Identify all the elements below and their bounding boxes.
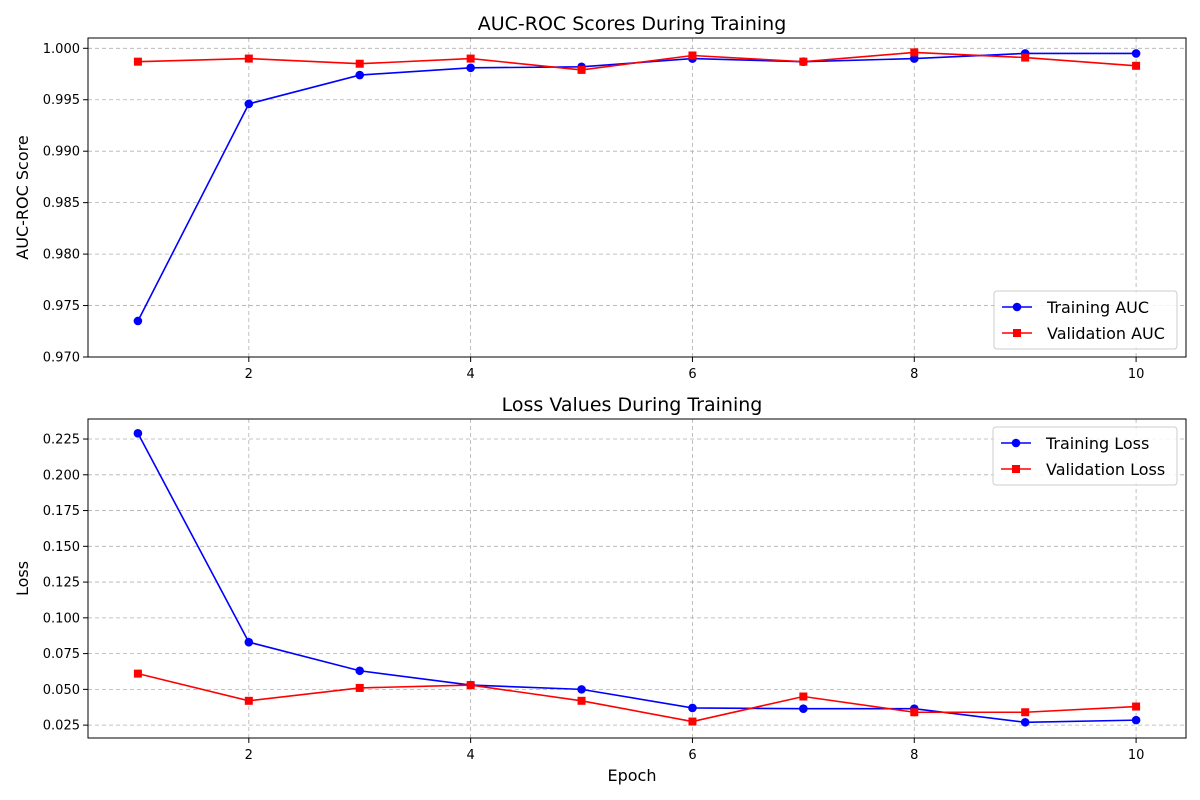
training-auc-legend-label: Training AUC [1046, 298, 1149, 317]
chart-0-ytick-label: 0.980 [43, 248, 80, 263]
chart-0-ytick-label: 0.990 [43, 145, 80, 160]
training-loss-point [799, 704, 808, 713]
validation-auc-point [1132, 61, 1141, 70]
chart-1-xtick-label: 6 [688, 748, 696, 763]
validation-loss-legend-label: Validation Loss [1046, 460, 1165, 479]
training-auc-point [1131, 49, 1141, 58]
validation-auc-line [137, 51, 1137, 71]
validation-auc-point [355, 59, 364, 68]
chart-0-xtick-label: 4 [466, 367, 474, 382]
training-auc-point [909, 54, 919, 63]
validation-loss-point [133, 669, 142, 678]
chart-1-title: Loss Values During Training [502, 394, 763, 416]
validation-loss-point [466, 681, 475, 690]
chart-1-ytick-label: 0.100 [43, 611, 80, 626]
chart-1-xtick-label: 4 [466, 748, 474, 763]
validation-loss-line [137, 672, 1137, 723]
chart-0-xtick-label: 8 [910, 367, 918, 382]
validation-auc-point [244, 54, 253, 63]
chart-0-ytick-label: 0.995 [43, 93, 80, 108]
training-loss-point [244, 637, 254, 647]
chart-1-xlabel: Epoch [608, 766, 657, 785]
validation-loss-point [1132, 702, 1141, 711]
chart-0-ytick-label: 0.970 [43, 351, 80, 366]
chart-0-ytick-label: 1.000 [43, 42, 80, 57]
chart-0-xtick-label: 6 [688, 367, 696, 382]
validation-auc-point [466, 54, 475, 63]
validation-loss-point [1021, 708, 1030, 717]
chart-0-axes-frame [87, 37, 1187, 358]
chart-1-ytick-label: 0.075 [43, 647, 80, 662]
chart-1-axes-frame [87, 418, 1187, 739]
validation-auc-point [799, 57, 808, 66]
training-auc-point [355, 70, 365, 80]
chart-1-ytick-label: 0.025 [43, 719, 80, 734]
validation-loss-point [688, 717, 697, 726]
training-loss-point [1020, 717, 1030, 727]
training-loss-point [1131, 715, 1141, 725]
validation-loss-point [355, 683, 364, 692]
validation-loss-point [244, 696, 253, 705]
validation-auc-legend-label: Validation AUC [1047, 324, 1165, 343]
training-auc-point [466, 63, 475, 73]
chart-1-ylabel: Loss [13, 561, 32, 596]
chart-0-title: AUC-ROC Scores During Training [478, 13, 787, 35]
training-auc-point [244, 99, 254, 109]
training-loss-legend-label: Training Loss [1045, 434, 1149, 453]
validation-auc-point [910, 48, 919, 57]
validation-auc-legend-marker [1013, 329, 1021, 337]
chart-1-ytick-label: 0.150 [43, 540, 80, 555]
chart-0-xtick-label: 2 [245, 367, 253, 382]
chart-1-legend-box [992, 426, 1178, 486]
chart-0-legend-box [993, 290, 1178, 350]
training-loss-point [355, 666, 365, 676]
validation-auc-point [688, 51, 697, 60]
training-auc-point [133, 316, 143, 326]
chart-0-legend: Training AUC Validation AUC [993, 290, 1178, 350]
training-loss-line [137, 432, 1137, 724]
validation-loss-point [910, 708, 919, 717]
validation-auc-point [133, 57, 142, 66]
chart-0-ylabel: AUC-ROC Score [13, 135, 32, 259]
chart-1-xtick-label: 10 [1128, 748, 1145, 763]
chart-0-ytick-label: 0.985 [43, 196, 80, 211]
training-loss-legend-marker [1011, 438, 1021, 448]
validation-loss-point [577, 696, 586, 705]
chart-0-ytick-label: 0.975 [43, 299, 80, 314]
loss-chart: 2 4 6 8 10 0.025 0.050 0.075 0.100 0.125 0.150 0.17… [13, 394, 1187, 785]
validation-loss-legend-marker [1012, 465, 1020, 473]
training-auc-legend-marker [1012, 302, 1022, 312]
chart-1-ytick-label: 0.225 [43, 433, 80, 448]
auc-chart: 2 4 6 8 10 0.970 0.975 0.980 0.985 0.990 0.995 1.00… [13, 13, 1187, 382]
chart-1-legend: Training Loss Validation Loss [992, 426, 1178, 486]
training-loss-point [133, 429, 143, 438]
chart-1-ytick-label: 0.200 [43, 468, 80, 483]
chart-1-ytick-label: 0.175 [43, 504, 80, 519]
chart-1-xtick-label: 2 [245, 748, 253, 763]
training-loss-point [688, 703, 697, 713]
chart-1-ytick-label: 0.125 [43, 576, 80, 591]
chart-1-ytick-label: 0.050 [43, 683, 80, 698]
validation-auc-point [1021, 53, 1030, 62]
validation-loss-point [799, 692, 808, 701]
training-loss-point [577, 685, 586, 694]
chart-0-xtick-label: 10 [1128, 367, 1145, 382]
validation-auc-point [577, 65, 586, 74]
chart-1-xtick-label: 8 [910, 748, 918, 763]
